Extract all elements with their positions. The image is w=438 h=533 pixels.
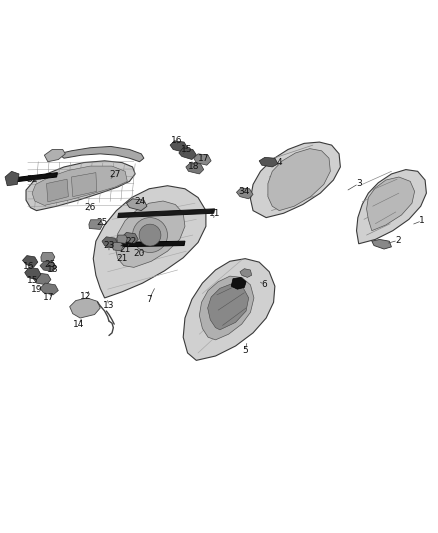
Text: 21: 21 <box>120 245 131 254</box>
Text: 27: 27 <box>110 171 121 179</box>
Text: 21: 21 <box>117 254 128 263</box>
Text: 12: 12 <box>80 292 92 301</box>
Polygon shape <box>179 148 196 159</box>
Polygon shape <box>208 284 249 330</box>
Polygon shape <box>127 199 147 211</box>
Polygon shape <box>268 149 330 211</box>
Polygon shape <box>186 163 204 174</box>
Text: 25: 25 <box>44 260 55 269</box>
Polygon shape <box>102 237 118 248</box>
Polygon shape <box>40 283 58 295</box>
Polygon shape <box>183 259 275 360</box>
Polygon shape <box>237 188 253 199</box>
Text: 13: 13 <box>103 301 115 310</box>
Polygon shape <box>251 142 340 217</box>
Text: 16: 16 <box>23 262 35 271</box>
Text: 11: 11 <box>209 209 220 218</box>
Polygon shape <box>170 141 187 152</box>
Polygon shape <box>5 171 19 185</box>
Polygon shape <box>89 220 103 229</box>
Text: 2: 2 <box>395 236 401 245</box>
Text: 19: 19 <box>31 285 42 294</box>
Polygon shape <box>231 277 246 289</box>
Polygon shape <box>240 269 252 277</box>
Polygon shape <box>372 239 392 249</box>
Polygon shape <box>199 276 254 340</box>
Polygon shape <box>357 169 426 244</box>
Polygon shape <box>93 185 206 298</box>
Polygon shape <box>71 173 97 197</box>
Polygon shape <box>113 243 123 251</box>
Polygon shape <box>32 166 127 205</box>
Text: 18: 18 <box>188 163 199 172</box>
Polygon shape <box>113 241 185 247</box>
Text: 32: 32 <box>26 175 38 184</box>
Polygon shape <box>22 256 38 268</box>
Polygon shape <box>25 268 41 280</box>
Polygon shape <box>115 201 185 268</box>
Text: 20: 20 <box>134 249 145 258</box>
Text: 25: 25 <box>96 219 108 228</box>
Polygon shape <box>33 273 51 285</box>
Text: 17: 17 <box>198 154 209 163</box>
Polygon shape <box>70 298 100 318</box>
Text: 14: 14 <box>73 320 84 329</box>
Polygon shape <box>9 173 57 183</box>
Text: 34: 34 <box>239 187 250 196</box>
Polygon shape <box>40 261 57 272</box>
Polygon shape <box>367 177 415 231</box>
Polygon shape <box>117 235 127 244</box>
Text: 3: 3 <box>356 179 362 188</box>
Polygon shape <box>46 179 68 202</box>
Text: 1: 1 <box>419 216 425 225</box>
Text: 5: 5 <box>242 346 248 355</box>
Text: 22: 22 <box>125 237 136 246</box>
Text: 7: 7 <box>146 295 152 304</box>
Polygon shape <box>118 209 215 217</box>
Text: 18: 18 <box>46 265 58 274</box>
Text: 23: 23 <box>103 241 115 250</box>
Polygon shape <box>58 147 144 161</box>
Polygon shape <box>122 232 138 244</box>
Circle shape <box>139 224 161 246</box>
Polygon shape <box>194 154 211 165</box>
Text: 26: 26 <box>85 203 96 212</box>
Polygon shape <box>26 161 135 211</box>
Text: 6: 6 <box>261 280 267 289</box>
Text: 24: 24 <box>134 197 145 206</box>
Polygon shape <box>44 149 65 161</box>
Text: 15: 15 <box>180 145 192 154</box>
Text: 15: 15 <box>27 276 38 285</box>
Polygon shape <box>41 253 55 262</box>
Circle shape <box>133 217 167 253</box>
Text: 17: 17 <box>43 294 54 302</box>
Text: 4: 4 <box>276 158 282 167</box>
Polygon shape <box>259 157 278 167</box>
Text: 16: 16 <box>170 136 182 146</box>
